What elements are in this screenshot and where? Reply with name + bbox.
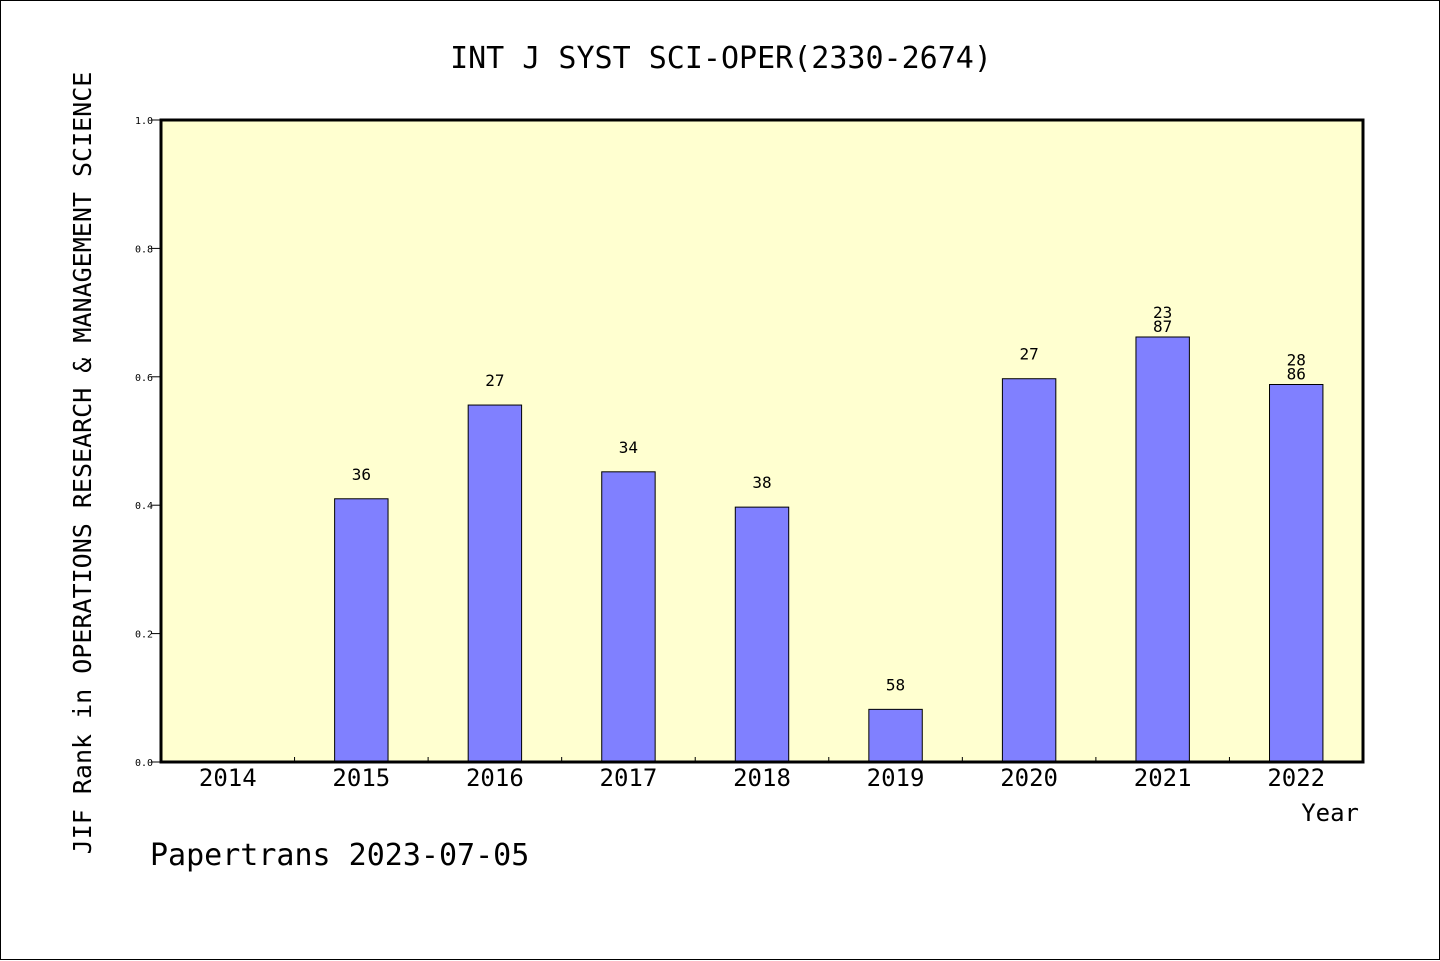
bar-label-2018: 38 xyxy=(752,473,771,492)
footer-date: Papertrans 2023-07-05 xyxy=(150,838,529,873)
x-axis-label: Year xyxy=(1301,799,1359,827)
x-tick-label-2017: 2017 xyxy=(600,764,658,792)
bar-2019 xyxy=(868,708,923,763)
bar-label-2020: 27 xyxy=(1019,345,1038,364)
y-tick-label: 1.0 xyxy=(135,116,153,127)
y-tick-label: 0.4 xyxy=(135,501,153,512)
bar-2022 xyxy=(1269,384,1324,763)
bar-2015 xyxy=(334,498,389,763)
bar-2018 xyxy=(734,506,790,763)
x-tick-label-2019: 2019 xyxy=(867,764,925,792)
y-tick-label: 0.6 xyxy=(135,373,153,384)
y-tick-label: 0.0 xyxy=(135,758,153,769)
y-tick-label: 0.8 xyxy=(135,244,153,255)
x-tick-label-2022: 2022 xyxy=(1267,764,1325,792)
bar-label-2019: 58 xyxy=(886,675,905,694)
chart-title: INT J SYST SCI-OPER(2330-2674) xyxy=(450,41,992,76)
bar-label-2022-top: 28 xyxy=(1287,351,1306,370)
x-tick-label-2015: 2015 xyxy=(332,764,390,792)
bar-label-2015: 36 xyxy=(352,465,371,484)
bar-2016 xyxy=(467,404,523,763)
bar-label-2022-bottom: 86 xyxy=(1287,365,1306,384)
bar-label-2017: 34 xyxy=(619,438,638,457)
x-tick-label-2021: 2021 xyxy=(1134,764,1192,792)
y-axis-label: JIF Rank in OPERATIONS RESEARCH & MANAGE… xyxy=(68,72,97,855)
x-tick-label-2018: 2018 xyxy=(733,764,791,792)
y-tick-label: 0.2 xyxy=(135,630,153,641)
bar-2020 xyxy=(1001,378,1057,763)
bar-label-2021-top: 23 xyxy=(1153,303,1172,322)
bar-label-2016: 27 xyxy=(485,371,504,390)
bar-label-2021-bottom: 87 xyxy=(1153,317,1172,336)
x-tick-label-2020: 2020 xyxy=(1000,764,1058,792)
x-tick-label-2014: 2014 xyxy=(199,764,257,792)
x-tick-label-2016: 2016 xyxy=(466,764,524,792)
bar-2021 xyxy=(1135,336,1190,763)
bar-2017 xyxy=(601,471,656,763)
plot-frame xyxy=(159,118,1365,764)
